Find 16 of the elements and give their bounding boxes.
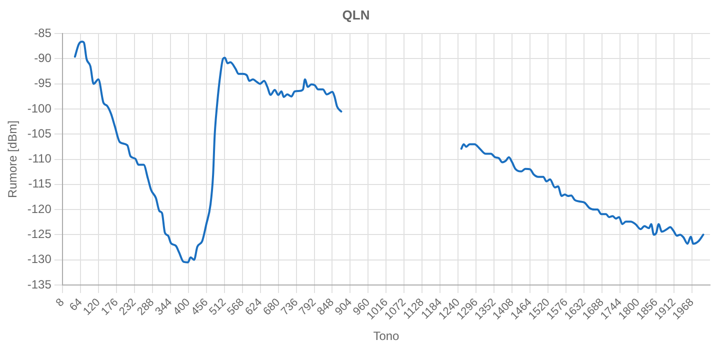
y-tick-label: -115: [28, 176, 52, 191]
y-tick-label: -105: [27, 126, 52, 140]
x-axis-title: Tono: [373, 329, 400, 344]
y-tick-label: -85: [34, 26, 52, 40]
y-tick-label: -95: [34, 76, 52, 90]
y-tick-label: -120: [27, 202, 52, 216]
x-tick-label: 8: [54, 296, 67, 310]
y-tick-label: -135: [27, 277, 52, 292]
y-tick-label: -110: [28, 152, 52, 166]
y-tick-label: -125: [27, 227, 52, 242]
y-tick-label: -90: [34, 51, 52, 66]
y-tick-label: -130: [27, 252, 52, 266]
y-tick-label: -100: [27, 101, 52, 116]
x-tick-label: 904: [333, 296, 354, 318]
y-axis-title: Rumore [dBm]: [6, 120, 20, 198]
chart-title: QLN: [342, 7, 370, 22]
